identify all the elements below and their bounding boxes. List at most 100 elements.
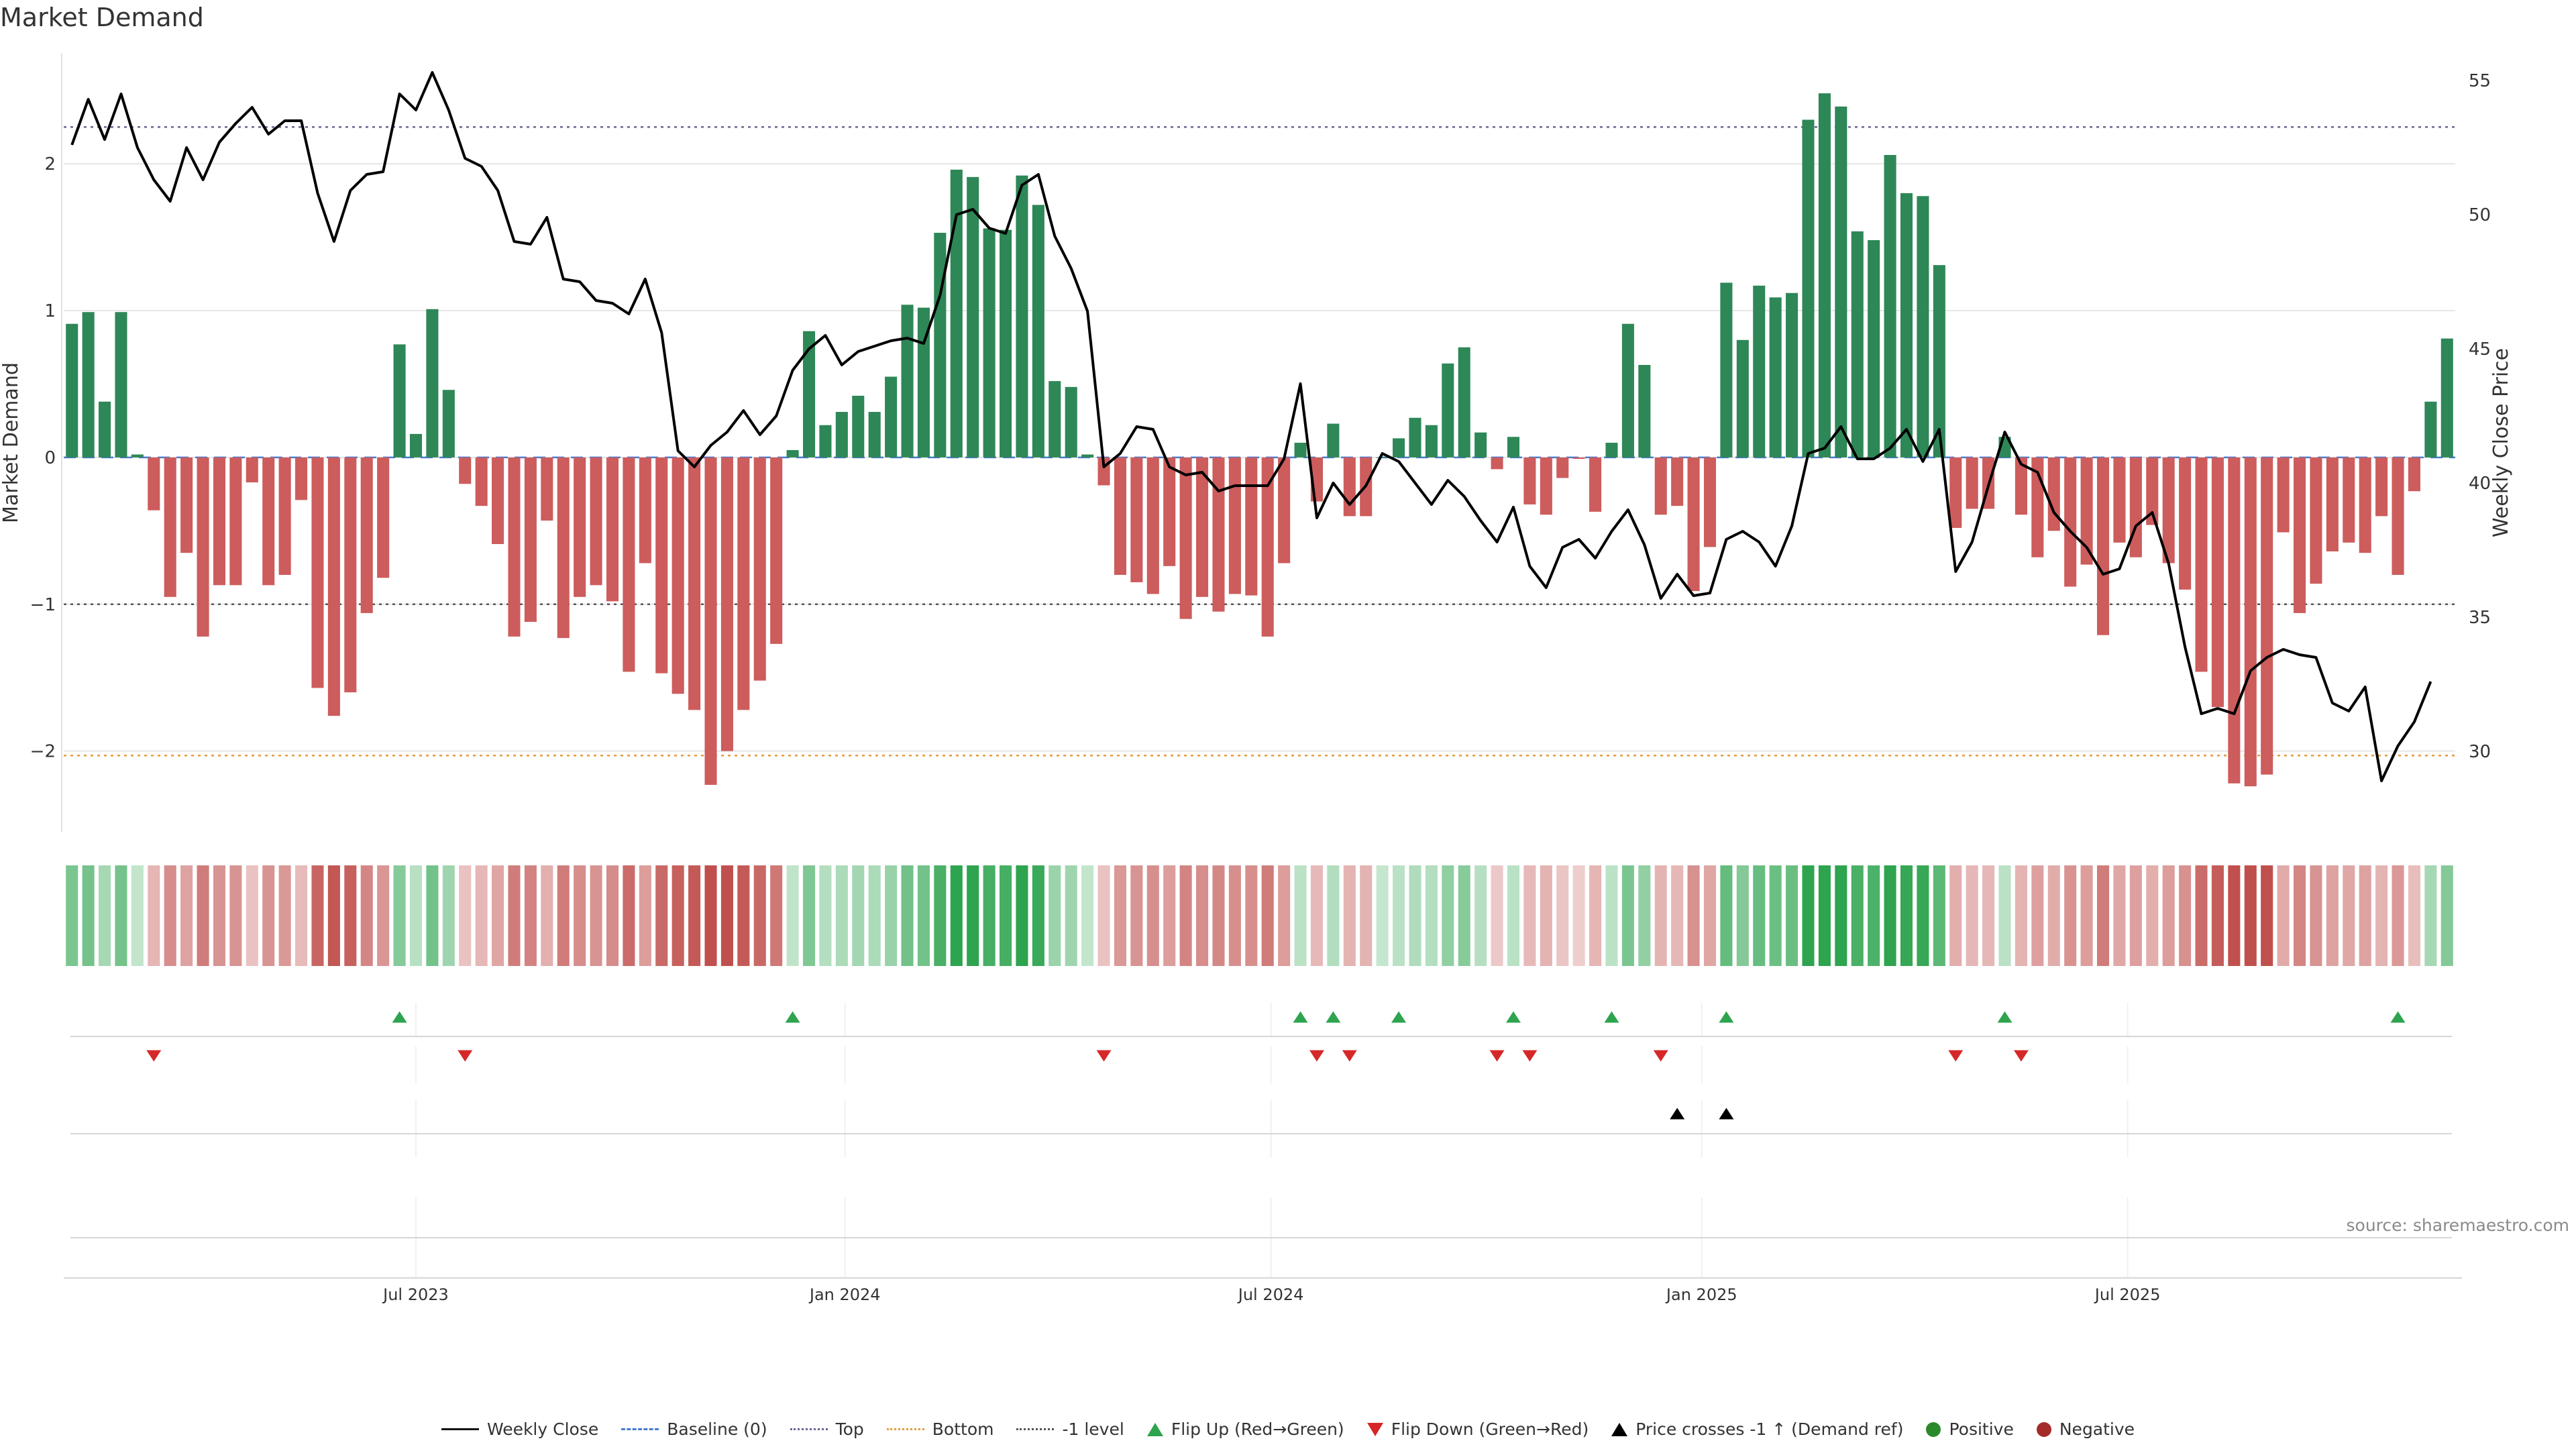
dashed-line-icon [621, 1428, 659, 1430]
legend: Weekly Close Baseline (0) Top Bottom -1 … [0, 1419, 2576, 1439]
heatmap-cell [246, 865, 258, 966]
heatmap-cell [82, 865, 95, 966]
heatmap-cell [311, 865, 324, 966]
demand-bar [1900, 193, 1913, 458]
heatmap-cell [2277, 865, 2290, 966]
demand-bar [557, 457, 570, 639]
demand-bar [574, 457, 586, 597]
heatmap-cell [2047, 865, 2060, 966]
heatmap-cell [2015, 865, 2027, 966]
heatmap-cell [1146, 865, 1159, 966]
heatmap-cell [213, 865, 226, 966]
heatmap-cell [1786, 865, 1799, 966]
demand-bar [1949, 457, 1962, 528]
demand-bar [2392, 457, 2404, 575]
flip-down-marker [1653, 1050, 1668, 1062]
heatmap-cell [2440, 865, 2453, 966]
demand-bar [1818, 93, 1831, 458]
circle-icon [1926, 1421, 1941, 1437]
heatmap-cell [2113, 865, 2126, 966]
demand-heatmap-strip [66, 865, 2453, 966]
dotted-line-icon [886, 1428, 924, 1430]
x-tick-label: Jul 2023 [382, 1285, 449, 1304]
heatmap-cell [1376, 865, 1389, 966]
demand-bar [2293, 457, 2306, 613]
demand-bar [2244, 457, 2257, 787]
demand-bar [1294, 443, 1307, 458]
flip-up-marker [1326, 1011, 1341, 1023]
heatmap-cell [278, 865, 291, 966]
y2-tick-label: 35 [2469, 608, 2491, 628]
demand-bar [1769, 297, 1782, 458]
heatmap-cell [983, 865, 996, 966]
heatmap-cell [1720, 865, 1733, 966]
demand-bar [1146, 457, 1159, 594]
legend-negative: Negative [2036, 1419, 2135, 1439]
heatmap-cell [1294, 865, 1307, 966]
heatmap-cell [1540, 865, 1552, 966]
demand-bar [1802, 119, 1815, 458]
demand-bar [934, 233, 947, 458]
demand-bar [131, 454, 144, 458]
heatmap-cell [655, 865, 668, 966]
heatmap-cell [672, 865, 684, 966]
y-tick-label: −1 [30, 595, 56, 615]
demand-bar [1065, 386, 1077, 458]
legend-flip-up: Flip Up (Red→Green) [1146, 1419, 1344, 1439]
demand-bar [2179, 457, 2192, 590]
demand-bar [2064, 457, 2077, 587]
legend-top: Top [790, 1419, 864, 1439]
heatmap-cell [442, 865, 455, 966]
y-tick-label: −2 [30, 742, 56, 762]
demand-bar [1474, 432, 1487, 458]
demand-bar [492, 457, 504, 545]
heatmap-cell [2375, 865, 2388, 966]
demand-bar [2261, 457, 2273, 775]
flip-up-marker [1604, 1011, 1619, 1023]
heatmap-cell [1409, 865, 1421, 966]
demand-bar [1917, 196, 1929, 458]
demand-bar [2211, 457, 2224, 707]
heatmap-cell [1245, 865, 1258, 966]
demand-bar [213, 457, 226, 586]
demand-bar [148, 457, 160, 511]
demand-bar [1442, 363, 1454, 458]
demand-bar [2326, 457, 2339, 551]
demand-bar [1393, 438, 1405, 458]
heatmap-cell [1261, 865, 1274, 966]
demand-bar [1458, 347, 1470, 458]
demand-bar [885, 376, 898, 458]
demand-bar [278, 457, 291, 575]
flip-up-marker [785, 1011, 800, 1023]
heatmap-cell [1327, 865, 1340, 966]
flip-down-marker [146, 1050, 162, 1062]
demand-bar [802, 331, 816, 458]
heatmap-cell [131, 865, 144, 966]
demand-bar [1589, 457, 1602, 512]
demand-bar [99, 401, 111, 458]
heatmap-cell [623, 865, 635, 966]
demand-bar [2080, 457, 2093, 565]
demand-bar [786, 449, 799, 458]
demand-bar [999, 229, 1012, 458]
flip-down-marker [1096, 1050, 1112, 1062]
flip-up-marker [1505, 1011, 1521, 1023]
demand-bar [2146, 457, 2159, 525]
heatmap-cell [360, 865, 373, 966]
demand-bar [1720, 282, 1733, 458]
demand-bar [737, 457, 750, 710]
heatmap-cell [770, 865, 783, 966]
demand-bar [311, 457, 324, 688]
demand-bar [983, 228, 996, 458]
heatmap-cell [2408, 865, 2420, 966]
heatmap-cell [704, 865, 717, 966]
y2-axis-label: Weekly Close Price [2489, 348, 2513, 537]
demand-bar [508, 457, 521, 637]
legend-flip-down: Flip Down (Green→Red) [1366, 1419, 1589, 1439]
demand-bar [1196, 457, 1209, 597]
demand-bar [180, 457, 193, 553]
heatmap-cell [1016, 865, 1028, 966]
demand-bar [1540, 457, 1552, 515]
demand-bar [1016, 175, 1028, 458]
